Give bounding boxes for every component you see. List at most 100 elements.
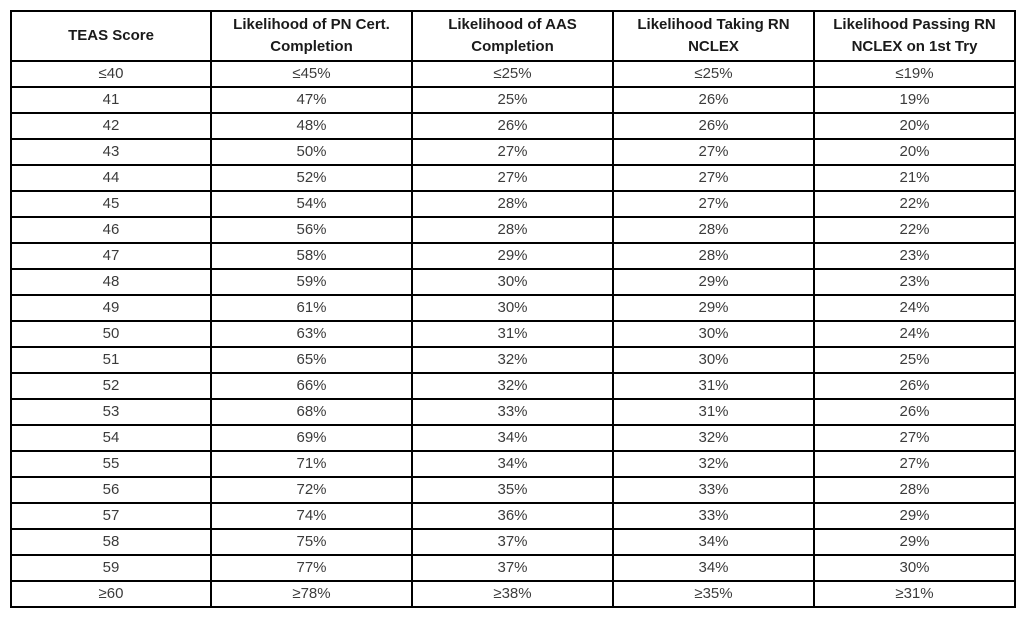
table-cell: 29% — [813, 527, 1016, 556]
table-cell: 29% — [612, 267, 815, 296]
table-cell: 30% — [411, 267, 614, 296]
table-cell: 52% — [210, 163, 413, 192]
table-cell: 31% — [612, 371, 815, 400]
table-cell: ≥31% — [813, 579, 1016, 608]
table-cell: 68% — [210, 397, 413, 426]
table-row: 41 47% 25% 26% 19% — [10, 85, 1016, 114]
table-cell: 31% — [411, 319, 614, 348]
table-cell: 37% — [411, 527, 614, 556]
table-cell: 22% — [813, 189, 1016, 218]
table-cell: 27% — [612, 163, 815, 192]
table-cell: ≥38% — [411, 579, 614, 608]
table-body: ≤40 ≤45% ≤25% ≤25% ≤19% 41 47% 25% 26% 19% 42 48% 26… — [10, 59, 1016, 608]
table-cell: 31% — [612, 397, 815, 426]
table-cell: 28% — [411, 215, 614, 244]
table-cell: 27% — [612, 137, 815, 166]
table-cell: 33% — [612, 475, 815, 504]
table-cell: 58% — [210, 241, 413, 270]
table-cell: ≥60 — [10, 579, 212, 608]
table-cell: 27% — [612, 189, 815, 218]
table-cell: ≤40 — [10, 59, 212, 88]
header-teas-score: TEAS Score — [10, 10, 212, 62]
table-cell: 29% — [813, 501, 1016, 530]
table-cell: 50% — [210, 137, 413, 166]
table-cell: 23% — [813, 241, 1016, 270]
table-cell: 32% — [612, 449, 815, 478]
table-cell: 37% — [411, 553, 614, 582]
table-cell: 48% — [210, 111, 413, 140]
table-cell: 26% — [411, 111, 614, 140]
table-cell: 63% — [210, 319, 413, 348]
header-row: TEAS Score Likelihood of PN Cert. Comple… — [10, 10, 1016, 62]
table-row: 54 69% 34% 32% 27% — [10, 423, 1016, 452]
table-row: 44 52% 27% 27% 21% — [10, 163, 1016, 192]
table-cell: 69% — [210, 423, 413, 452]
table-cell: 56 — [10, 475, 212, 504]
table-cell: 59 — [10, 553, 212, 582]
table-cell: 27% — [411, 163, 614, 192]
table-cell: 58 — [10, 527, 212, 556]
table-row: 58 75% 37% 34% 29% — [10, 527, 1016, 556]
table-cell: 25% — [411, 85, 614, 114]
table-cell: 33% — [612, 501, 815, 530]
table-cell: 66% — [210, 371, 413, 400]
table-row: 48 59% 30% 29% 23% — [10, 267, 1016, 296]
table-cell: 26% — [612, 85, 815, 114]
table-cell: 54 — [10, 423, 212, 452]
table-header: TEAS Score Likelihood of PN Cert. Comple… — [10, 10, 1016, 62]
table-cell: 34% — [411, 449, 614, 478]
table-row: 59 77% 37% 34% 30% — [10, 553, 1016, 582]
table-row: 42 48% 26% 26% 20% — [10, 111, 1016, 140]
table-cell: 77% — [210, 553, 413, 582]
table-cell: 36% — [411, 501, 614, 530]
table-cell: 50 — [10, 319, 212, 348]
header-aas-completion: Likelihood of AAS Completion — [411, 10, 614, 62]
header-passing-rn-nclex: Likelihood Passing RN NCLEX on 1st Try — [813, 10, 1016, 62]
page: TEAS Score Likelihood of PN Cert. Comple… — [10, 10, 1016, 608]
table-cell: 48 — [10, 267, 212, 296]
table-cell: 33% — [411, 397, 614, 426]
table-cell: 19% — [813, 85, 1016, 114]
table-cell: 30% — [612, 319, 815, 348]
table-cell: 52 — [10, 371, 212, 400]
table-row: 55 71% 34% 32% 27% — [10, 449, 1016, 478]
table-row: 46 56% 28% 28% 22% — [10, 215, 1016, 244]
table-cell: 27% — [813, 423, 1016, 452]
table-cell: 26% — [813, 397, 1016, 426]
table-row: 52 66% 32% 31% 26% — [10, 371, 1016, 400]
header-pn-cert-completion: Likelihood of PN Cert. Completion — [210, 10, 413, 62]
table-cell: 51 — [10, 345, 212, 374]
table-row: 45 54% 28% 27% 22% — [10, 189, 1016, 218]
table-cell: 49 — [10, 293, 212, 322]
table-cell: 26% — [612, 111, 815, 140]
table-cell: 29% — [411, 241, 614, 270]
table-cell: 20% — [813, 111, 1016, 140]
table-cell: 65% — [210, 345, 413, 374]
teas-score-table: TEAS Score Likelihood of PN Cert. Comple… — [10, 10, 1016, 608]
table-cell: ≤19% — [813, 59, 1016, 88]
table-row: ≥60 ≥78% ≥38% ≥35% ≥31% — [10, 579, 1016, 608]
table-cell: 71% — [210, 449, 413, 478]
table-cell: 54% — [210, 189, 413, 218]
table-row: ≤40 ≤45% ≤25% ≤25% ≤19% — [10, 59, 1016, 88]
table-cell: 32% — [411, 345, 614, 374]
table-cell: 28% — [612, 215, 815, 244]
table-cell: 30% — [411, 293, 614, 322]
table-cell: 34% — [612, 527, 815, 556]
table-cell: 42 — [10, 111, 212, 140]
table-row: 50 63% 31% 30% 24% — [10, 319, 1016, 348]
table-cell: 53 — [10, 397, 212, 426]
table-row: 43 50% 27% 27% 20% — [10, 137, 1016, 166]
table-cell: 20% — [813, 137, 1016, 166]
table-cell: 46 — [10, 215, 212, 244]
table-row: 57 74% 36% 33% 29% — [10, 501, 1016, 530]
table-cell: 27% — [411, 137, 614, 166]
table-cell: 57 — [10, 501, 212, 530]
table-cell: 22% — [813, 215, 1016, 244]
table-cell: 24% — [813, 293, 1016, 322]
table-cell: ≥35% — [612, 579, 815, 608]
table-cell: 75% — [210, 527, 413, 556]
table-cell: 28% — [813, 475, 1016, 504]
table-cell: 41 — [10, 85, 212, 114]
table-cell: 34% — [612, 553, 815, 582]
